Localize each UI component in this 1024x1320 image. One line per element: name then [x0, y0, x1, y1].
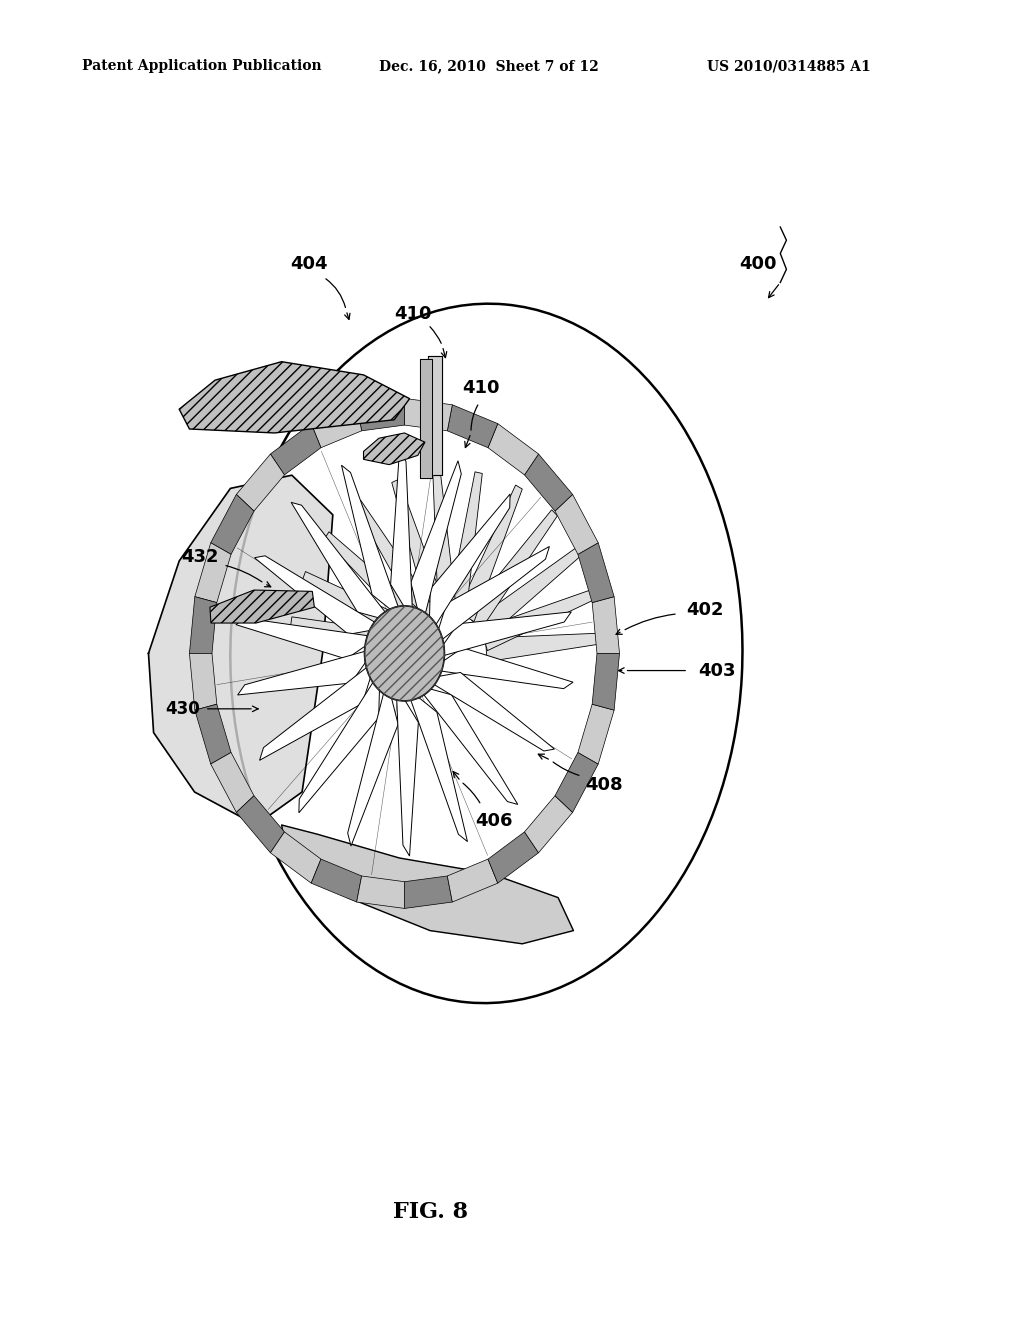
- Polygon shape: [211, 752, 254, 812]
- Polygon shape: [341, 465, 402, 619]
- Text: 410: 410: [394, 305, 431, 323]
- Text: US 2010/0314885 A1: US 2010/0314885 A1: [707, 59, 870, 74]
- Polygon shape: [195, 543, 231, 603]
- Polygon shape: [364, 433, 425, 465]
- Polygon shape: [458, 484, 522, 622]
- Polygon shape: [236, 618, 378, 659]
- Text: 404: 404: [291, 255, 328, 273]
- Polygon shape: [467, 510, 557, 630]
- Polygon shape: [291, 616, 417, 659]
- Ellipse shape: [365, 606, 444, 701]
- Text: FIG. 8: FIG. 8: [392, 1201, 468, 1222]
- Text: 402: 402: [686, 601, 723, 619]
- Polygon shape: [179, 362, 410, 433]
- Text: 432: 432: [181, 548, 218, 566]
- Polygon shape: [282, 825, 573, 944]
- Polygon shape: [404, 399, 453, 430]
- Text: 403: 403: [698, 661, 735, 680]
- Polygon shape: [392, 479, 446, 619]
- Polygon shape: [433, 470, 457, 614]
- Text: 406: 406: [475, 812, 512, 830]
- Polygon shape: [390, 450, 413, 620]
- Polygon shape: [524, 454, 572, 511]
- Polygon shape: [407, 688, 468, 842]
- Ellipse shape: [230, 304, 742, 1003]
- Polygon shape: [447, 859, 498, 902]
- Polygon shape: [592, 653, 620, 710]
- Text: Patent Application Publication: Patent Application Publication: [82, 59, 322, 74]
- Polygon shape: [555, 495, 598, 554]
- Polygon shape: [447, 405, 498, 447]
- Polygon shape: [592, 597, 620, 653]
- Polygon shape: [429, 494, 510, 635]
- Polygon shape: [578, 704, 614, 764]
- Polygon shape: [189, 653, 217, 710]
- Polygon shape: [475, 544, 585, 640]
- Polygon shape: [578, 543, 614, 603]
- Polygon shape: [299, 672, 380, 813]
- Polygon shape: [396, 686, 419, 857]
- Polygon shape: [447, 471, 482, 615]
- Polygon shape: [211, 495, 254, 554]
- Polygon shape: [431, 648, 573, 689]
- Polygon shape: [425, 672, 554, 751]
- Polygon shape: [311, 405, 361, 447]
- Polygon shape: [356, 876, 404, 908]
- Text: 400: 400: [739, 255, 776, 273]
- Polygon shape: [433, 546, 550, 647]
- Polygon shape: [237, 796, 285, 853]
- Polygon shape: [356, 399, 404, 430]
- Polygon shape: [270, 832, 321, 883]
- Polygon shape: [524, 796, 572, 853]
- Text: 430: 430: [165, 700, 200, 718]
- Polygon shape: [195, 704, 231, 764]
- Polygon shape: [481, 586, 604, 651]
- Polygon shape: [259, 660, 376, 760]
- Polygon shape: [348, 680, 398, 846]
- Polygon shape: [434, 611, 571, 659]
- Polygon shape: [404, 876, 453, 908]
- Polygon shape: [417, 685, 518, 804]
- Polygon shape: [302, 572, 422, 647]
- Polygon shape: [485, 632, 612, 661]
- Polygon shape: [238, 648, 375, 696]
- Text: 410: 410: [463, 379, 500, 397]
- Polygon shape: [311, 859, 361, 902]
- Polygon shape: [148, 475, 333, 825]
- Text: 408: 408: [586, 776, 623, 795]
- Polygon shape: [325, 532, 429, 636]
- Text: Dec. 16, 2010  Sheet 7 of 12: Dec. 16, 2010 Sheet 7 of 12: [379, 59, 599, 74]
- Polygon shape: [291, 503, 392, 622]
- Polygon shape: [428, 356, 442, 475]
- Polygon shape: [555, 752, 598, 812]
- Polygon shape: [354, 500, 437, 627]
- Polygon shape: [420, 359, 432, 478]
- Polygon shape: [411, 461, 461, 627]
- Polygon shape: [270, 424, 321, 475]
- Polygon shape: [255, 556, 384, 635]
- Polygon shape: [237, 454, 285, 511]
- Polygon shape: [210, 590, 314, 623]
- Polygon shape: [488, 424, 539, 475]
- Polygon shape: [488, 832, 539, 883]
- Polygon shape: [189, 597, 217, 653]
